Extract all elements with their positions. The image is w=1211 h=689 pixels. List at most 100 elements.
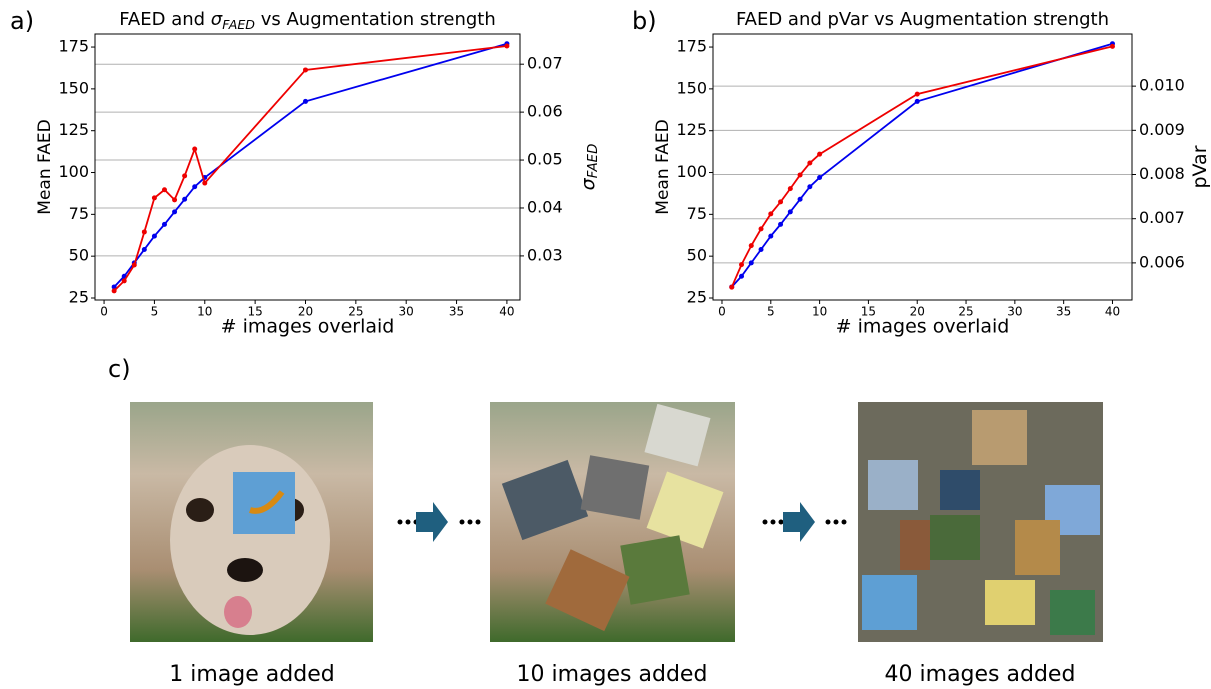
y-axis-label: Mean FAED	[35, 119, 55, 214]
x-tick-label: 0	[718, 305, 726, 319]
y-tick-label: 75	[69, 204, 89, 223]
point	[778, 199, 783, 204]
figure: a) b) c)	[0, 0, 1211, 689]
text-run: FAED	[586, 144, 601, 179]
point	[749, 243, 754, 248]
y2-tick-label: 0.04	[527, 197, 563, 216]
text-run: σ	[577, 177, 599, 190]
point	[817, 152, 822, 157]
point	[192, 147, 197, 152]
x-tick-label: 10	[197, 305, 212, 319]
point	[759, 247, 764, 252]
y2-tick-label: 0.05	[527, 150, 563, 169]
point	[729, 285, 734, 290]
y-tick-label: 125	[676, 120, 707, 139]
y2-tick-label: 0.03	[527, 245, 563, 264]
text-run: FAED	[222, 17, 255, 32]
image-40	[858, 402, 1103, 642]
point	[915, 92, 920, 97]
line	[732, 46, 1113, 287]
chart-title: FAED and pVar vs Augmentation strength	[736, 9, 1109, 30]
point	[112, 288, 117, 293]
y2-axis-label: σFAED	[577, 144, 602, 191]
y2-tick-label: 0.07	[527, 54, 563, 73]
y2-tick-label: 0.010	[1139, 76, 1185, 95]
arrow	[763, 502, 847, 542]
point	[202, 181, 207, 186]
y-tick-label: 25	[687, 287, 707, 306]
y2-tick-label: 0.007	[1139, 208, 1185, 227]
point	[192, 184, 197, 189]
point	[303, 99, 308, 104]
point	[798, 172, 803, 177]
y2-axis-label: pVar	[1189, 145, 1211, 188]
y-tick-label: 150	[58, 78, 89, 97]
image-10	[490, 402, 735, 642]
y-tick-label: 150	[676, 78, 707, 97]
line	[732, 44, 1113, 287]
point	[1110, 44, 1115, 49]
x-tick-label: 5	[767, 305, 775, 319]
point	[152, 195, 157, 200]
point	[768, 211, 773, 216]
point	[142, 247, 147, 252]
point	[162, 222, 167, 227]
point	[504, 43, 509, 48]
x-axis-label: # images overlaid	[836, 316, 1010, 338]
x-tick-label: 0	[100, 305, 108, 319]
point	[759, 226, 764, 231]
x-tick-label: 30	[399, 305, 414, 319]
point	[807, 184, 812, 189]
x-tick-label: 10	[812, 305, 827, 319]
point	[172, 209, 177, 214]
point	[817, 175, 822, 180]
panel-label: c)	[108, 355, 131, 383]
y2-tick-label: 0.009	[1139, 120, 1185, 139]
line	[114, 44, 507, 287]
text-run: pVar	[1189, 145, 1211, 188]
y-tick-label: 50	[69, 246, 89, 265]
line	[114, 46, 507, 291]
point	[798, 197, 803, 202]
point	[152, 234, 157, 239]
y-tick-label: 25	[69, 287, 89, 306]
image-1	[130, 402, 373, 642]
point	[132, 263, 137, 268]
x-tick-label: 5	[151, 305, 159, 319]
text-run: vs Augmentation strength	[255, 9, 496, 30]
point	[182, 173, 187, 178]
caption: 1 image added	[169, 662, 334, 687]
text-run: FAED and pVar vs Augmentation strength	[736, 9, 1109, 30]
point	[788, 186, 793, 191]
x-tick-label: 40	[1105, 305, 1120, 319]
y-tick-label: 175	[676, 37, 707, 56]
y-tick-label: 100	[58, 162, 89, 181]
chart-title: FAED and σFAED vs Augmentation strength	[119, 9, 496, 32]
y2-tick-label: 0.008	[1139, 164, 1185, 183]
caption: 10 images added	[517, 662, 708, 687]
caption: 40 images added	[885, 662, 1076, 687]
y-tick-label: 100	[676, 162, 707, 181]
x-tick-label: 30	[1007, 305, 1022, 319]
x-tick-label: 40	[499, 305, 514, 319]
point	[172, 197, 177, 202]
point	[778, 222, 783, 227]
point	[122, 278, 127, 283]
point	[739, 262, 744, 267]
point	[749, 260, 754, 265]
plot-frame	[95, 34, 520, 300]
plot-frame	[713, 34, 1132, 300]
arrow	[398, 502, 481, 542]
y-tick-label: 75	[687, 204, 707, 223]
point	[807, 161, 812, 166]
panel-label: b)	[632, 7, 657, 35]
x-axis-label: # images overlaid	[221, 316, 395, 338]
point	[768, 234, 773, 239]
point	[303, 67, 308, 72]
y-tick-label: 50	[687, 246, 707, 265]
point	[162, 187, 167, 192]
y-tick-label: 175	[58, 37, 89, 56]
x-tick-label: 35	[449, 305, 464, 319]
y-tick-label: 125	[58, 120, 89, 139]
text-run: σ	[211, 9, 223, 30]
